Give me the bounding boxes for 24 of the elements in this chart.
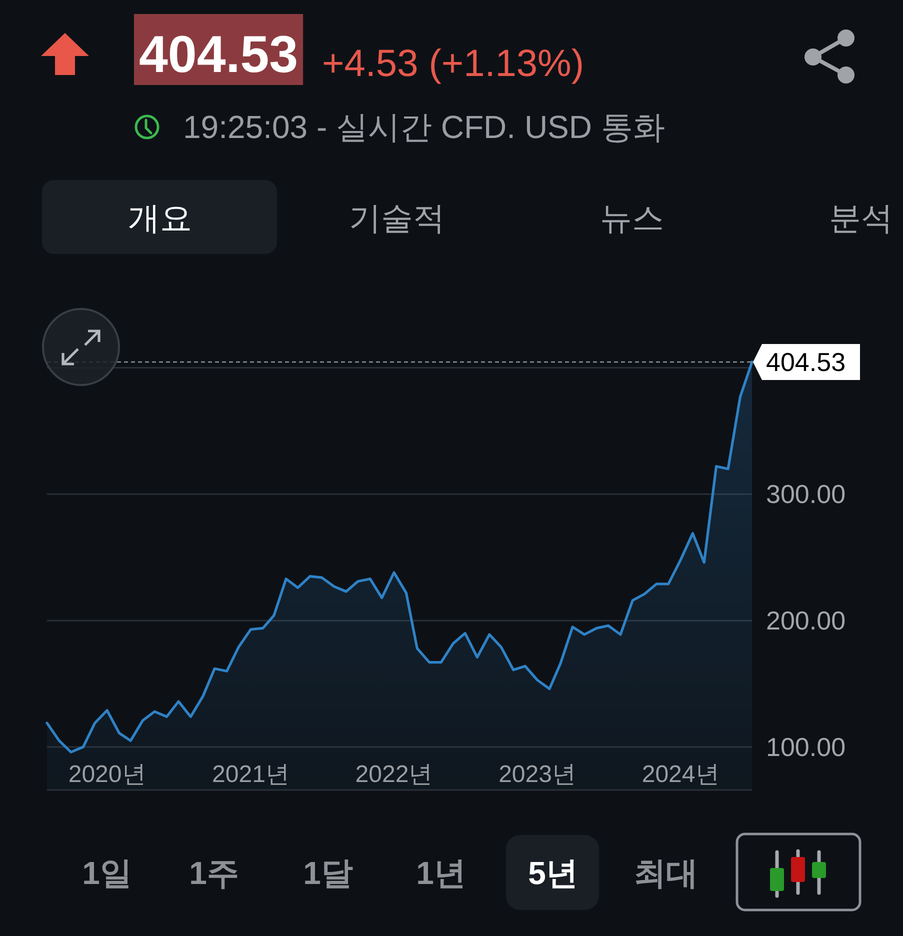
x-tick-label: 2022년 (355, 761, 433, 788)
ref-line-label: 404.53 (766, 347, 846, 377)
ref-line-label: 404.53 (753, 344, 860, 380)
tab-label: 개요 (128, 200, 192, 236)
tab-label: 뉴스 (600, 200, 664, 236)
y-tick-label: 100.00 (766, 732, 846, 762)
annotation: 19:25:03 - 실시간 CFD. USD 통화 (183, 109, 665, 145)
x-tick-label: 2021년 (212, 761, 290, 788)
button-label: 1달 (303, 855, 353, 891)
x-tick-label: 2023년 (498, 761, 576, 788)
y-tick-label: 200.00 (766, 606, 846, 636)
subtitle: +4.53 (+1.13%) (322, 43, 584, 85)
title: 404.53 (134, 14, 304, 85)
chart-title: 404.53 (139, 26, 298, 84)
button-label: 1일 (82, 855, 132, 891)
tab-label: 기술적 (349, 200, 445, 236)
x-tick-label: 2024년 (642, 761, 720, 788)
x-tick-label: 2020년 (68, 761, 146, 788)
y-tick-label: 300.00 (766, 479, 846, 510)
button-label: 1주 (189, 855, 239, 891)
button-label: 1년 (416, 855, 466, 891)
button-label: 최대 (634, 855, 698, 891)
button-label: 5년 (528, 855, 578, 891)
tab-label: 분석 (829, 200, 893, 236)
